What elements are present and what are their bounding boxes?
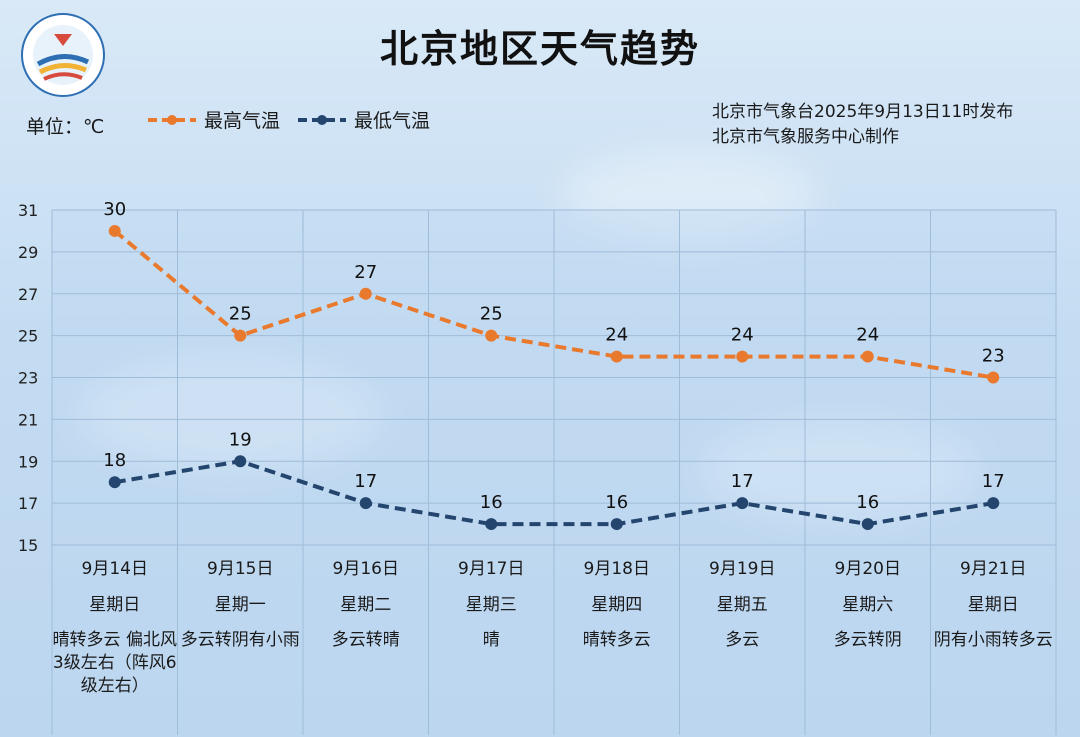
legend-high-label: 最高气温: [204, 110, 281, 132]
x-tick-label: 9月14日: [81, 559, 148, 579]
source-issuer: 北京市气象台2025年9月13日11时发布: [712, 102, 1014, 122]
data-point-low: [485, 518, 498, 531]
data-label-high: 24: [605, 325, 628, 346]
legend-high-marker: [148, 114, 196, 125]
weather-label: 阴有小雨转多云: [933, 630, 1053, 650]
weather-label: 晴转多云 偏北风3级左右（阵风6级左右）: [52, 630, 177, 696]
weekday-label: 星期日: [89, 595, 141, 615]
data-label-low: 16: [605, 492, 628, 513]
x-tick-label: 9月21日: [960, 559, 1027, 579]
data-label-high: 25: [229, 304, 252, 325]
logo-icon: [21, 13, 105, 97]
data-label-low: 18: [103, 450, 126, 471]
weather-label: 多云转晴: [331, 630, 400, 650]
y-tick-label: 29: [18, 243, 38, 262]
y-tick-label: 23: [18, 369, 38, 388]
y-tick-label: 25: [18, 327, 38, 346]
weekday-label: 星期三: [465, 595, 517, 615]
data-point-low: [359, 497, 372, 510]
data-label-high: 24: [731, 325, 754, 346]
data-point-low: [108, 476, 121, 489]
data-point-high: [359, 287, 372, 300]
y-tick-label: 21: [18, 410, 38, 429]
x-tick-label: 9月20日: [834, 559, 901, 579]
legend-high: 最高气温: [146, 106, 280, 133]
weather-label: 晴转多云: [582, 630, 651, 650]
unit-label: 单位：℃: [26, 116, 105, 138]
y-tick-label: 15: [18, 536, 38, 555]
data-point-high: [234, 329, 247, 342]
data-label-high: 23: [982, 346, 1005, 367]
data-point-high: [736, 350, 749, 363]
source-producer: 北京市气象服务中心制作: [712, 127, 899, 147]
data-label-low: 16: [480, 492, 503, 513]
legend-low-marker: [298, 114, 346, 125]
legend-low-label: 最低气温: [354, 110, 431, 132]
data-point-high: [861, 350, 874, 363]
weather-label: 多云: [725, 630, 760, 650]
x-tick-label: 9月19日: [709, 559, 776, 579]
data-point-high: [485, 329, 498, 342]
weekday-label: 星期五: [716, 595, 768, 615]
data-label-low: 17: [982, 471, 1005, 492]
data-point-low: [610, 518, 623, 531]
data-label-high: 24: [856, 325, 879, 346]
series-line-high: [113, 229, 994, 380]
data-label-low: 16: [856, 492, 879, 513]
data-point-low: [736, 497, 749, 510]
weekday-label: 星期一: [214, 595, 266, 615]
weekday-label: 星期日: [967, 595, 1019, 615]
x-tick-label: 9月18日: [583, 559, 650, 579]
x-tick-label: 9月15日: [207, 559, 274, 579]
data-label-low: 17: [354, 471, 377, 492]
data-point-low: [234, 455, 247, 468]
data-point-low: [861, 518, 874, 531]
weather-label: 多云转阴: [833, 630, 902, 650]
data-label-low: 17: [731, 471, 754, 492]
data-point-high: [610, 350, 623, 363]
data-point-high: [987, 371, 1000, 384]
page-title: 北京地区天气趋势: [379, 27, 700, 71]
legend-low: 最低气温: [296, 106, 430, 133]
data-label-high: 30: [103, 199, 126, 220]
y-tick-label: 31: [18, 201, 38, 220]
y-tick-label: 19: [18, 452, 38, 471]
weekday-label: 星期二: [340, 595, 392, 615]
weekday-label: 星期四: [591, 595, 643, 615]
weather-label: 多云转阴有小雨: [180, 630, 300, 650]
data-label-high: 25: [480, 304, 503, 325]
y-tick-label: 27: [18, 285, 38, 304]
x-tick-label: 9月17日: [458, 559, 525, 579]
y-tick-label: 17: [18, 494, 38, 513]
x-tick-label: 9月16日: [332, 559, 399, 579]
weekday-label: 星期六: [842, 595, 894, 615]
data-point-high: [108, 224, 121, 237]
series-line-low: [114, 459, 994, 527]
weather-label: 晴: [482, 630, 500, 650]
data-label-high: 27: [354, 262, 377, 283]
data-label-low: 19: [229, 429, 252, 450]
data-point-low: [987, 497, 1000, 510]
